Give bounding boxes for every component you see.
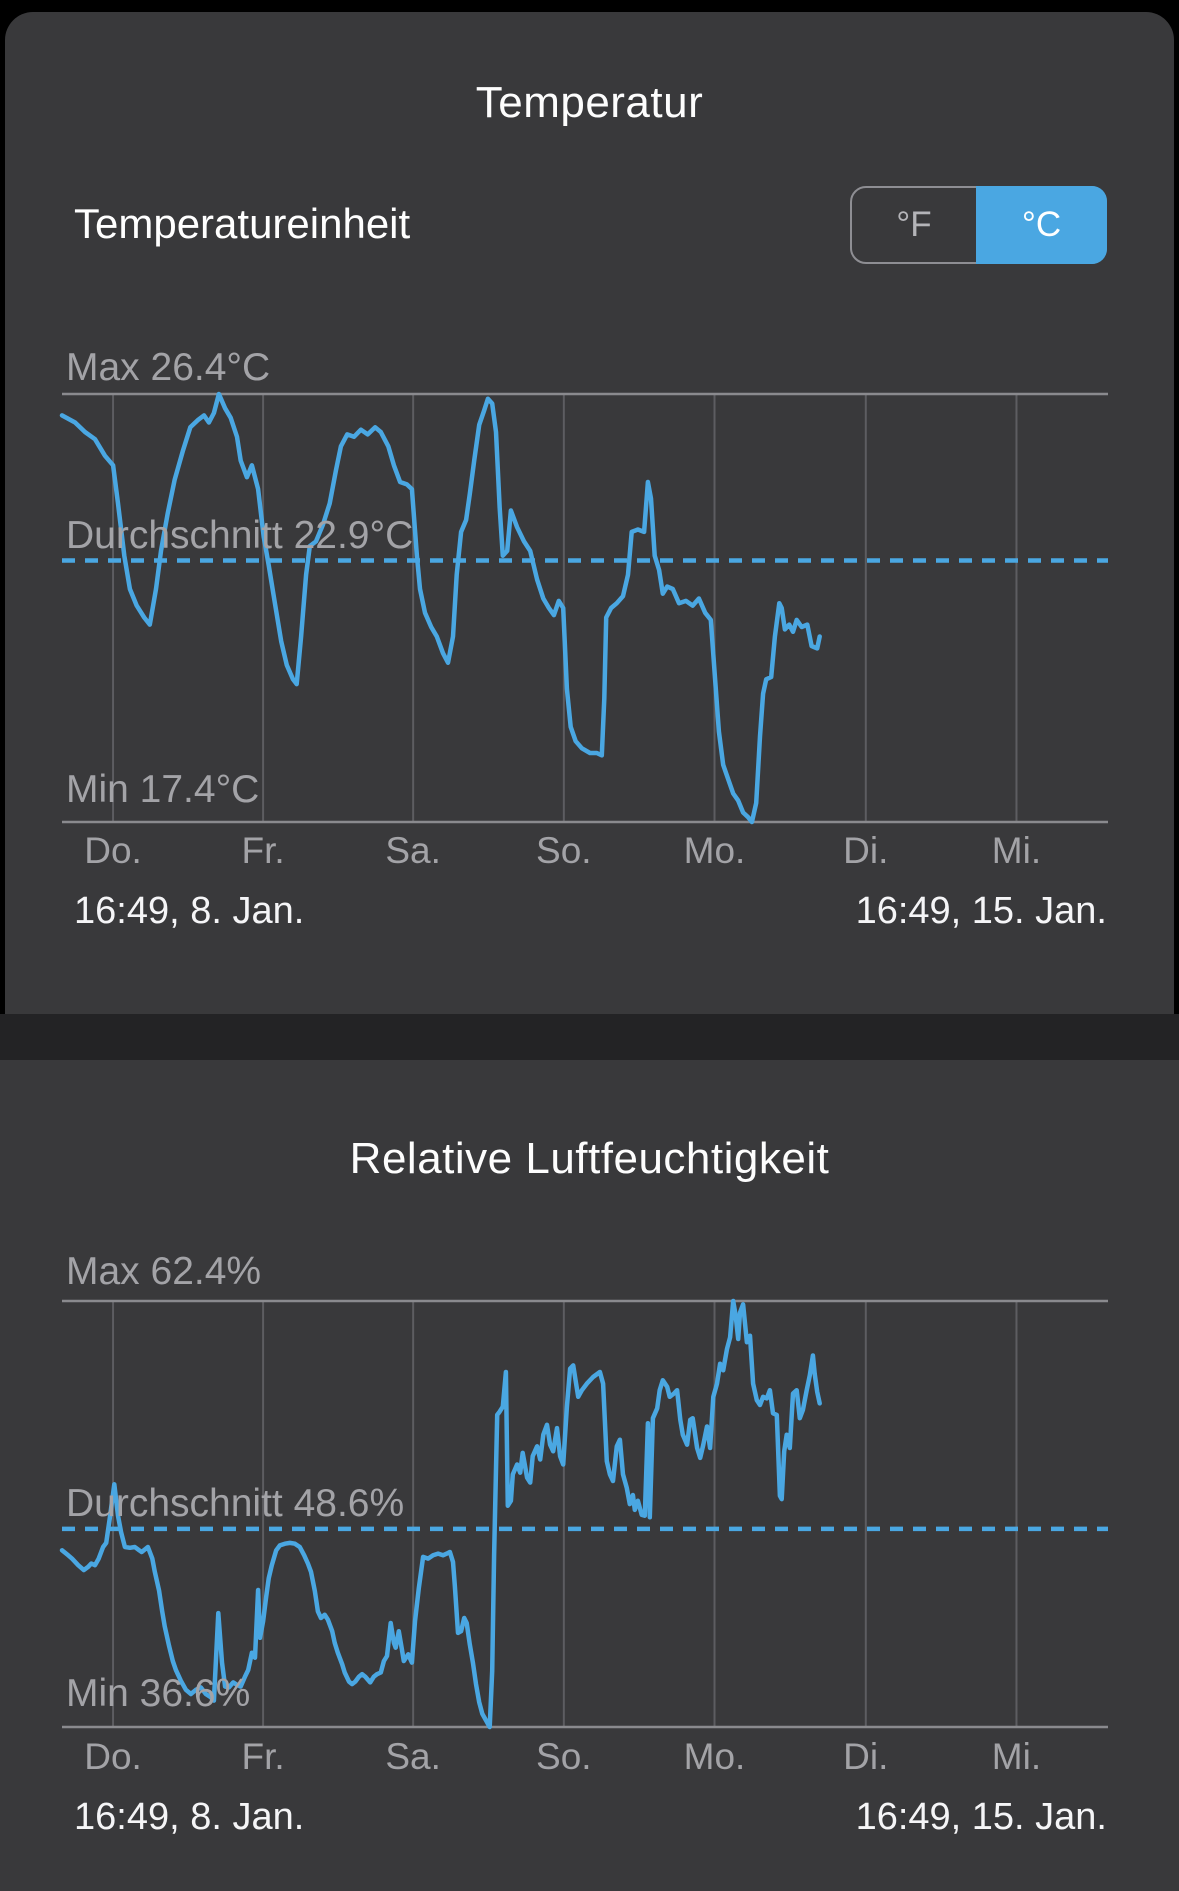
day-label: Sa. [385,1736,441,1777]
day-label: So. [536,1736,592,1777]
humidity-avg-label: Durchschnitt 48.6% [66,1482,405,1525]
temperature-title: Temperatur [475,78,704,127]
fahrenheit-button[interactable]: °F [896,205,932,244]
day-label: Fr. [241,1736,285,1777]
temperature-card [5,12,1174,1014]
day-label: Sa. [385,830,441,871]
unit-toggle[interactable]: °F °C [850,186,1107,264]
temperature-max-label: Max 26.4°C [66,346,271,389]
day-label: Do. [84,830,142,871]
day-label: Mo. [683,1736,746,1777]
humidity-start-date: 16:49, 8. Jan. [74,1796,305,1838]
humidity-min-label: Min 36.6% [66,1672,251,1715]
card-separator [0,1014,1179,1060]
humidity-title: Relative Luftfeuchtigkeit [349,1134,830,1183]
day-label: Mi. [991,830,1042,871]
temperature-unit-label: Temperatureinheit [74,200,411,247]
humidity-end-date: 16:49, 15. Jan. [855,1796,1107,1838]
day-label: Fr. [241,830,285,871]
day-label: Mi. [991,1736,1042,1777]
humidity-max-label: Max 62.4% [66,1250,262,1293]
day-label: Di. [843,830,889,871]
temperature-start-date: 16:49, 8. Jan. [74,890,305,932]
humidity-card [0,1060,1179,1891]
humidity-chart [59,1298,1108,1730]
temperature-min-label: Min 17.4°C [66,768,260,811]
temperature-chart [59,391,1108,825]
day-label: Di. [843,1736,889,1777]
day-label: Mo. [683,830,746,871]
temperature-end-date: 16:49, 15. Jan. [855,890,1107,932]
day-label: Do. [84,1736,142,1777]
day-label: So. [536,830,592,871]
celsius-button[interactable]: °C [976,186,1107,264]
temperature-avg-label: Durchschnitt 22.9°C [66,514,414,557]
